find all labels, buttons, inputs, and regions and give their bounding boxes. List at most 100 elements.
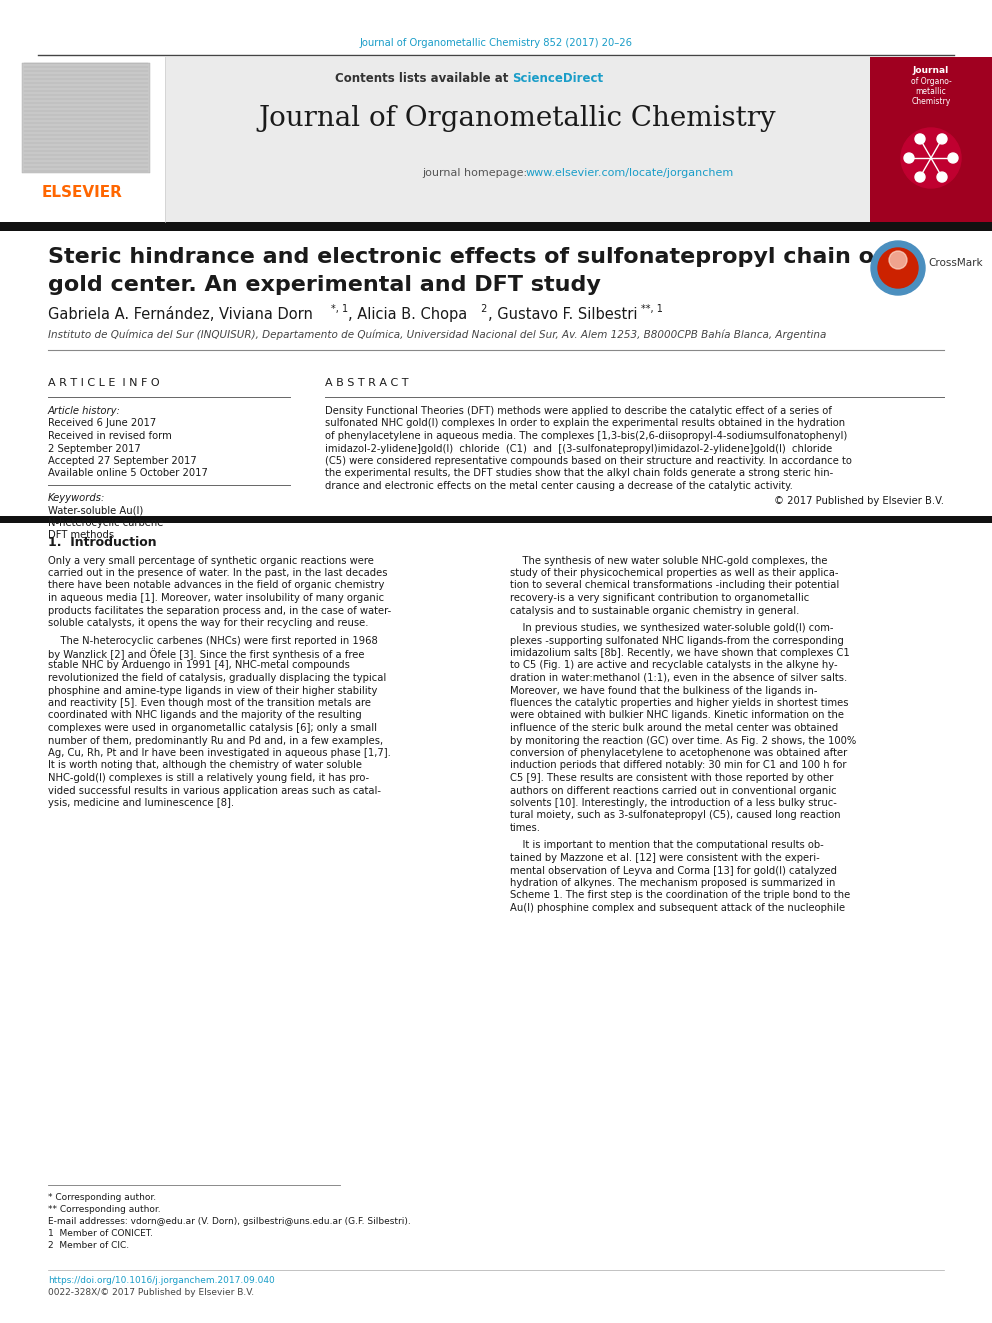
- Text: phosphine and amine-type ligands in view of their higher stability: phosphine and amine-type ligands in view…: [48, 685, 377, 696]
- Text: E-mail addresses: vdorn@edu.ar (V. Dorn), gsilbestri@uns.edu.ar (G.F. Silbestri): E-mail addresses: vdorn@edu.ar (V. Dorn)…: [48, 1217, 411, 1226]
- Text: ELSEVIER: ELSEVIER: [42, 185, 122, 200]
- Text: The N-heterocyclic carbenes (NHCs) were first reported in 1968: The N-heterocyclic carbenes (NHCs) were …: [48, 635, 378, 646]
- Text: 2 September 2017: 2 September 2017: [48, 443, 141, 454]
- Bar: [870, 57, 992, 222]
- Text: vided successful results in various application areas such as catal-: vided successful results in various appl…: [48, 786, 381, 795]
- Text: plexes -supporting sulfonated NHC ligands-from the corresponding: plexes -supporting sulfonated NHC ligand…: [510, 635, 844, 646]
- Text: sulfonated NHC gold(I) complexes In order to explain the experimental results ob: sulfonated NHC gold(I) complexes In orde…: [325, 418, 845, 429]
- Text: Water-soluble Au(I): Water-soluble Au(I): [48, 505, 143, 516]
- Text: tained by Mazzone et al. [12] were consistent with the experi-: tained by Mazzone et al. [12] were consi…: [510, 853, 819, 863]
- Text: Ag, Cu, Rh, Pt and Ir have been investigated in aqueous phase [1,7].: Ag, Cu, Rh, Pt and Ir have been investig…: [48, 747, 391, 758]
- Text: **, 1: **, 1: [641, 304, 663, 314]
- Text: there have been notable advances in the field of organic chemistry: there have been notable advances in the …: [48, 581, 384, 590]
- Text: Journal of Organometallic Chemistry 852 (2017) 20–26: Journal of Organometallic Chemistry 852 …: [359, 38, 633, 48]
- Text: the experimental results, the DFT studies show that the alkyl chain folds genera: the experimental results, the DFT studie…: [325, 468, 833, 479]
- Circle shape: [915, 172, 925, 183]
- Text: The synthesis of new water soluble NHC-gold complexes, the: The synthesis of new water soluble NHC-g…: [510, 556, 827, 565]
- Text: stable NHC by Arduengo in 1991 [4], NHC-metal compounds: stable NHC by Arduengo in 1991 [4], NHC-…: [48, 660, 350, 671]
- Text: imidazol-2-ylidene]gold(I)  chloride  (C1)  and  [(3-sulfonatepropyl)imidazol-2-: imidazol-2-ylidene]gold(I) chloride (C1)…: [325, 443, 832, 454]
- Text: soluble catalysts, it opens the way for their recycling and reuse.: soluble catalysts, it opens the way for …: [48, 618, 368, 628]
- Bar: [0, 57, 992, 222]
- Text: Journal of Organometallic Chemistry: Journal of Organometallic Chemistry: [259, 105, 777, 132]
- Bar: [22, 64, 150, 173]
- Text: were obtained with bulkier NHC ligands. Kinetic information on the: were obtained with bulkier NHC ligands. …: [510, 710, 844, 721]
- Text: It is worth noting that, although the chemistry of water soluble: It is worth noting that, although the ch…: [48, 761, 362, 770]
- Text: tural moiety, such as 3-sulfonatepropyl (C5), caused long reaction: tural moiety, such as 3-sulfonatepropyl …: [510, 811, 840, 820]
- Text: 2: 2: [478, 304, 487, 314]
- Text: in aqueous media [1]. Moreover, water insolubility of many organic: in aqueous media [1]. Moreover, water in…: [48, 593, 384, 603]
- Text: solvents [10]. Interestingly, the introduction of a less bulky struc-: solvents [10]. Interestingly, the introd…: [510, 798, 837, 808]
- Text: In previous studies, we synthesized water-soluble gold(I) com-: In previous studies, we synthesized wate…: [510, 623, 833, 632]
- Text: Chemistry: Chemistry: [912, 97, 950, 106]
- Text: ysis, medicine and luminescence [8].: ysis, medicine and luminescence [8].: [48, 798, 234, 808]
- Text: CrossMark: CrossMark: [928, 258, 983, 269]
- Text: gold center. An experimental and DFT study: gold center. An experimental and DFT stu…: [48, 275, 601, 295]
- Text: © 2017 Published by Elsevier B.V.: © 2017 Published by Elsevier B.V.: [774, 496, 944, 507]
- Text: imidazolium salts [8b]. Recently, we have shown that complexes C1: imidazolium salts [8b]. Recently, we hav…: [510, 648, 850, 658]
- Text: C5 [9]. These results are consistent with those reported by other: C5 [9]. These results are consistent wit…: [510, 773, 833, 783]
- Text: ScienceDirect: ScienceDirect: [513, 71, 603, 85]
- Text: drance and electronic effects on the metal center causing a decrease of the cata: drance and electronic effects on the met…: [325, 482, 793, 491]
- Text: of phenylacetylene in aqueous media. The complexes [1,3-bis(2,6-diisopropyl-4-so: of phenylacetylene in aqueous media. The…: [325, 431, 847, 441]
- Text: journal homepage:: journal homepage:: [423, 168, 531, 179]
- Text: tion to several chemical transformations -including their potential: tion to several chemical transformations…: [510, 581, 839, 590]
- Circle shape: [904, 153, 914, 163]
- Text: 2  Member of CIC.: 2 Member of CIC.: [48, 1241, 129, 1250]
- Text: Only a very small percentage of synthetic organic reactions were: Only a very small percentage of syntheti…: [48, 556, 374, 565]
- Text: induction periods that differed notably: 30 min for C1 and 100 h for: induction periods that differed notably:…: [510, 761, 846, 770]
- Text: Received in revised form: Received in revised form: [48, 431, 172, 441]
- Circle shape: [937, 172, 947, 183]
- Circle shape: [889, 251, 907, 269]
- Text: hydration of alkynes. The mechanism proposed is summarized in: hydration of alkynes. The mechanism prop…: [510, 878, 835, 888]
- Text: Gabriela A. Fernández, Viviana Dorn: Gabriela A. Fernández, Viviana Dorn: [48, 307, 312, 321]
- Text: influence of the steric bulk around the metal center was obtained: influence of the steric bulk around the …: [510, 722, 838, 733]
- Text: 0022-328X/© 2017 Published by Elsevier B.V.: 0022-328X/© 2017 Published by Elsevier B…: [48, 1289, 254, 1297]
- Bar: [0, 222, 992, 232]
- Text: Moreover, we have found that the bulkiness of the ligands in-: Moreover, we have found that the bulkine…: [510, 685, 817, 696]
- Text: Density Functional Theories (DFT) methods were applied to describe the catalytic: Density Functional Theories (DFT) method…: [325, 406, 832, 415]
- Text: to C5 (Fig. 1) are active and recyclable catalysts in the alkyne hy-: to C5 (Fig. 1) are active and recyclable…: [510, 660, 837, 671]
- Circle shape: [878, 247, 918, 288]
- Text: conversion of phenylacetylene to acetophenone was obtained after: conversion of phenylacetylene to acetoph…: [510, 747, 847, 758]
- Text: fluences the catalytic properties and higher yields in shortest times: fluences the catalytic properties and hi…: [510, 699, 848, 708]
- Text: 1.  Introduction: 1. Introduction: [48, 536, 157, 549]
- Circle shape: [948, 153, 958, 163]
- Text: mental observation of Leyva and Corma [13] for gold(I) catalyzed: mental observation of Leyva and Corma [1…: [510, 865, 837, 876]
- Text: recovery-is a very significant contribution to organometallic: recovery-is a very significant contribut…: [510, 593, 809, 603]
- Text: 1  Member of CONICET.: 1 Member of CONICET.: [48, 1229, 153, 1238]
- Text: It is important to mention that the computational results ob-: It is important to mention that the comp…: [510, 840, 823, 851]
- Text: *, 1: *, 1: [331, 304, 348, 314]
- Text: catalysis and to sustainable organic chemistry in general.: catalysis and to sustainable organic che…: [510, 606, 800, 615]
- Circle shape: [901, 128, 961, 188]
- Text: N-heterocyclic carbene: N-heterocyclic carbene: [48, 519, 164, 528]
- Text: Received 6 June 2017: Received 6 June 2017: [48, 418, 157, 429]
- Text: by Wanzlick [2] and Öfele [3]. Since the first synthesis of a free: by Wanzlick [2] and Öfele [3]. Since the…: [48, 648, 364, 660]
- Text: Keyywords:: Keyywords:: [48, 493, 105, 503]
- Text: complexes were used in organometallic catalysis [6]; only a small: complexes were used in organometallic ca…: [48, 722, 377, 733]
- Text: www.elsevier.com/locate/jorganchem: www.elsevier.com/locate/jorganchem: [526, 168, 734, 179]
- Text: * Corresponding author.: * Corresponding author.: [48, 1193, 156, 1203]
- Text: A R T I C L E  I N F O: A R T I C L E I N F O: [48, 378, 160, 388]
- Text: study of their physicochemical properties as well as their applica-: study of their physicochemical propertie…: [510, 568, 838, 578]
- Text: products facilitates the separation process and, in the case of water-: products facilitates the separation proc…: [48, 606, 391, 615]
- Text: DFT methods: DFT methods: [48, 531, 114, 541]
- Text: , Gustavo F. Silbestri: , Gustavo F. Silbestri: [488, 307, 638, 321]
- Text: Contents lists available at: Contents lists available at: [335, 71, 513, 85]
- Text: ** Corresponding author.: ** Corresponding author.: [48, 1205, 161, 1215]
- Text: Steric hindrance and electronic effects of sulfonatepropyl chain on: Steric hindrance and electronic effects …: [48, 247, 890, 267]
- Text: https://doi.org/10.1016/j.jorganchem.2017.09.040: https://doi.org/10.1016/j.jorganchem.201…: [48, 1275, 275, 1285]
- Text: of Organo-: of Organo-: [911, 77, 951, 86]
- Text: Instituto de Química del Sur (INQUISUR), Departamento de Química, Universidad Na: Instituto de Química del Sur (INQUISUR),…: [48, 329, 826, 340]
- Text: (C5) were considered representative compounds based on their structure and react: (C5) were considered representative comp…: [325, 456, 852, 466]
- Bar: [0, 57, 165, 222]
- Text: Article history:: Article history:: [48, 406, 121, 415]
- Circle shape: [871, 241, 925, 295]
- Text: coordinated with NHC ligands and the majority of the resulting: coordinated with NHC ligands and the maj…: [48, 710, 362, 721]
- Text: dration in water:methanol (1:1), even in the absence of silver salts.: dration in water:methanol (1:1), even in…: [510, 673, 847, 683]
- Text: carried out in the presence of water. In the past, in the last decades: carried out in the presence of water. In…: [48, 568, 388, 578]
- Circle shape: [937, 134, 947, 144]
- Text: Scheme 1. The first step is the coordination of the triple bond to the: Scheme 1. The first step is the coordina…: [510, 890, 850, 901]
- Text: times.: times.: [510, 823, 541, 833]
- Text: NHC-gold(I) complexes is still a relatively young field, it has pro-: NHC-gold(I) complexes is still a relativ…: [48, 773, 369, 783]
- Text: metallic: metallic: [916, 87, 946, 97]
